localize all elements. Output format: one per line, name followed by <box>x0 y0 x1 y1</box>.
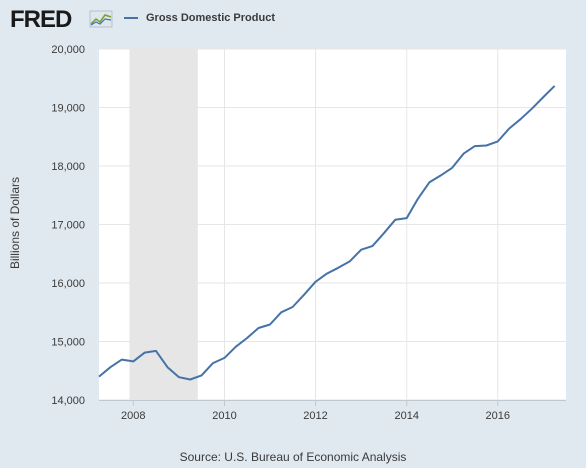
fred-logo-text: FRED <box>10 6 72 33</box>
data-point[interactable] <box>540 94 546 100</box>
data-point[interactable] <box>381 230 387 236</box>
data-point[interactable] <box>517 116 523 122</box>
legend-label: Gross Domestic Product <box>146 12 275 24</box>
data-point[interactable] <box>233 344 239 350</box>
data-point[interactable] <box>472 143 478 149</box>
x-tick-label: 2014 <box>394 410 418 422</box>
data-point[interactable] <box>278 309 284 315</box>
y-tick-label: 15,000 <box>51 337 85 349</box>
fred-logo[interactable]: FRED <box>10 6 118 34</box>
y-tick-label: 19,000 <box>51 103 85 115</box>
legend-line-swatch <box>124 17 138 19</box>
y-axis-title: Billions of Dollars <box>8 176 22 270</box>
data-point[interactable] <box>404 215 410 221</box>
data-point[interactable] <box>210 360 216 366</box>
data-point[interactable] <box>347 258 353 264</box>
data-point[interactable] <box>438 172 444 178</box>
data-point[interactable] <box>335 265 341 271</box>
x-tick-label: 2010 <box>212 410 236 422</box>
data-point[interactable] <box>199 372 205 378</box>
data-point[interactable] <box>426 179 432 185</box>
data-point[interactable] <box>256 325 262 331</box>
data-point[interactable] <box>96 374 102 380</box>
data-point[interactable] <box>324 271 330 277</box>
data-point[interactable] <box>176 374 182 380</box>
data-point[interactable] <box>107 364 113 370</box>
data-point[interactable] <box>552 83 558 89</box>
data-point[interactable] <box>153 348 159 354</box>
series-line-gdp[interactable] <box>98 85 556 381</box>
y-tick-label: 18,000 <box>51 161 85 173</box>
data-point[interactable] <box>130 358 136 364</box>
x-tick-label: 2012 <box>303 410 327 422</box>
x-tick-label: 2016 <box>486 410 510 422</box>
data-point[interactable] <box>392 217 398 223</box>
y-tick-label: 17,000 <box>51 220 85 232</box>
data-point[interactable] <box>313 279 319 285</box>
data-point[interactable] <box>529 106 535 112</box>
data-point[interactable] <box>301 292 307 298</box>
data-point[interactable] <box>415 196 421 202</box>
data-point[interactable] <box>244 335 250 341</box>
chart-glyph-icon <box>89 10 113 28</box>
data-point[interactable] <box>142 350 148 356</box>
y-tick-label: 20,000 <box>51 44 85 56</box>
data-point[interactable] <box>221 355 227 361</box>
data-point[interactable] <box>369 243 375 249</box>
data-point[interactable] <box>119 357 125 363</box>
chart-legend[interactable]: Gross Domestic Product <box>124 10 275 26</box>
y-tick-label: 16,000 <box>51 278 85 290</box>
fred-logo-icon: FRED <box>10 6 113 33</box>
data-point[interactable] <box>460 151 466 157</box>
x-tick-label: 2008 <box>121 410 145 422</box>
data-point[interactable] <box>449 165 455 171</box>
data-point[interactable] <box>267 322 273 328</box>
data-point[interactable] <box>495 138 501 144</box>
data-point[interactable] <box>187 377 193 383</box>
source-note: Source: U.S. Bureau of Economic Analysis <box>179 450 407 464</box>
data-point[interactable] <box>483 143 489 149</box>
data-point[interactable] <box>506 126 512 132</box>
data-point[interactable] <box>358 247 364 253</box>
y-tick-label: 14,000 <box>51 395 85 407</box>
data-point[interactable] <box>164 364 170 370</box>
data-point[interactable] <box>290 304 296 310</box>
graph-header: FRED Gross Domestic Product <box>0 0 586 38</box>
